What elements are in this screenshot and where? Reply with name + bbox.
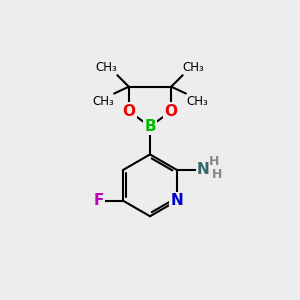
Text: CH₃: CH₃ [92, 95, 114, 108]
Text: O: O [165, 103, 178, 118]
Text: CH₃: CH₃ [183, 61, 204, 74]
Text: F: F [94, 193, 104, 208]
Text: H: H [209, 155, 220, 168]
Text: CH₃: CH₃ [186, 95, 208, 108]
Text: O: O [122, 103, 135, 118]
Text: N: N [170, 193, 183, 208]
Text: H: H [212, 168, 222, 181]
Text: N: N [197, 162, 210, 177]
Text: B: B [144, 119, 156, 134]
Text: CH₃: CH₃ [96, 61, 117, 74]
